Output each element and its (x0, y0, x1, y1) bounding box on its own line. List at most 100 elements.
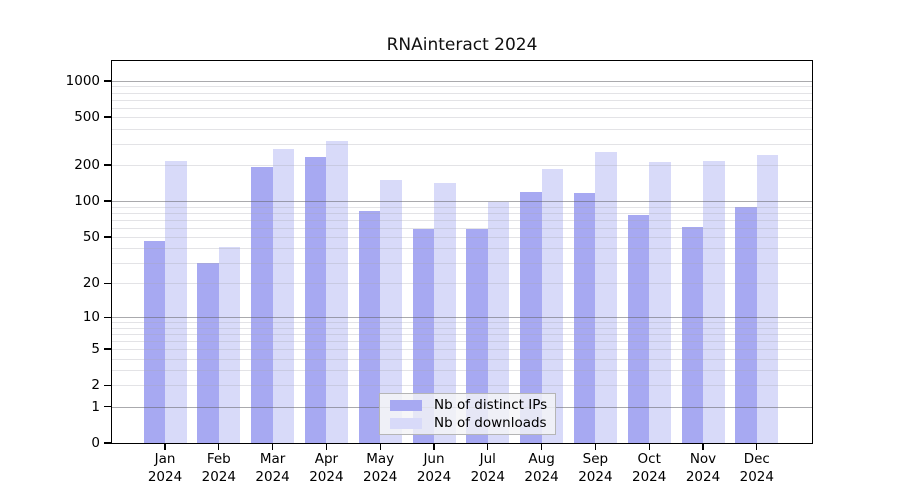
chart-title: RNAinteract 2024 (386, 35, 538, 55)
y-tick-mark (104, 282, 112, 285)
gridline-minor (112, 107, 812, 109)
y-tick-mark (104, 384, 112, 387)
y-tick-label: 100 (74, 193, 100, 210)
y-tick-mark (104, 116, 112, 118)
x-tick-label: Nov 2024 (685, 451, 721, 485)
x-tick-label: Aug 2024 (524, 451, 559, 485)
bar-downloads (434, 182, 456, 443)
x-tick-label: Oct 2024 (632, 451, 667, 485)
gridline-minor (112, 206, 812, 208)
gridline-minor (112, 340, 812, 342)
legend-row-downloads: Nb of downloads (380, 416, 555, 430)
bar-distinct-ips (358, 210, 381, 443)
gridline-minor (112, 86, 812, 88)
y-tick-label: 20 (82, 275, 100, 292)
x-tick-label: Feb 2024 (201, 451, 236, 485)
legend: Nb of distinct IPs Nb of downloads (379, 393, 556, 435)
gridline-major (112, 80, 812, 82)
gridline-minor (112, 262, 812, 264)
gridline-minor (112, 227, 812, 229)
gridline-minor (112, 236, 812, 238)
bar-distinct-ips (735, 206, 757, 443)
bar-downloads (326, 141, 348, 443)
y-tick-label: 0 (91, 435, 100, 451)
legend-label-downloads: Nb of downloads (434, 415, 547, 431)
bar-downloads (380, 179, 402, 443)
legend-swatch-downloads (390, 417, 422, 429)
gridline-minor (112, 165, 812, 166)
y-tick-mark (104, 236, 112, 238)
bar-distinct-ips (197, 262, 219, 443)
gridline-minor (112, 283, 812, 285)
gridline-minor (112, 248, 812, 250)
bar-distinct-ips (251, 167, 273, 443)
bar-distinct-ips (304, 157, 327, 443)
gridline-minor (112, 349, 812, 351)
gridline-minor (112, 327, 812, 329)
gridline-major (112, 317, 812, 319)
x-tick-label: Sep 2024 (578, 451, 613, 485)
gridline-minor (112, 143, 812, 145)
bar-distinct-ips (143, 241, 165, 443)
x-tick-mark (540, 443, 543, 450)
y-tick-mark (104, 442, 112, 444)
y-tick-mark (104, 316, 112, 318)
bar-distinct-ips (466, 229, 488, 443)
bar-downloads (756, 155, 779, 443)
gridline-minor (112, 212, 812, 214)
bar-downloads (541, 169, 564, 443)
bar-downloads (703, 160, 725, 443)
legend-swatch-distinct-ips (390, 399, 422, 411)
x-tick-label: Apr 2024 (309, 451, 344, 485)
x-tick-mark (271, 443, 274, 450)
gridline-minor (112, 322, 812, 324)
y-tick-label: 10 (82, 309, 100, 326)
plot-area (112, 61, 812, 443)
y-tick-label: 1 (91, 398, 100, 415)
gridline-minor (112, 128, 812, 130)
x-tick-label: Mar 2024 (255, 451, 290, 485)
y-tick-label: 500 (74, 109, 100, 126)
gridline-minor (112, 358, 812, 360)
y-tick-mark (104, 80, 112, 82)
x-tick-mark (379, 443, 381, 450)
bar-downloads (272, 149, 295, 443)
bar-distinct-ips (627, 215, 650, 443)
gridline-minor (112, 92, 812, 94)
x-tick-label: Jun 2024 (416, 451, 452, 485)
gridline-minor (112, 370, 812, 372)
x-tick-mark (325, 443, 328, 450)
x-tick-mark (648, 443, 650, 450)
x-tick-mark (218, 443, 220, 450)
y-tick-label: 5 (91, 341, 100, 358)
y-tick-mark (104, 200, 112, 202)
bar-distinct-ips (681, 226, 703, 443)
y-tick-label: 2 (91, 377, 100, 394)
x-tick-mark (756, 443, 758, 450)
legend-row-distinct-ips: Nb of distinct IPs (380, 398, 555, 412)
y-tick-label: 200 (74, 157, 100, 173)
bar-distinct-ips (412, 229, 434, 443)
x-tick-mark (164, 443, 166, 450)
y-tick-label: 50 (82, 228, 100, 245)
x-tick-mark (702, 443, 704, 450)
x-tick-mark (594, 443, 597, 450)
y-tick-mark (104, 405, 112, 408)
bar-downloads (595, 152, 617, 443)
x-tick-label: Jul 2024 (470, 451, 505, 485)
x-tick-mark (433, 443, 435, 450)
gridline-minor (112, 117, 812, 119)
x-tick-label: Dec 2024 (739, 451, 774, 485)
bar-downloads (487, 202, 510, 443)
gridline-minor (112, 385, 812, 387)
legend-label-distinct-ips: Nb of distinct IPs (434, 397, 548, 413)
x-tick-mark (487, 443, 489, 450)
y-tick-label: 1000 (65, 72, 100, 89)
y-tick-mark (104, 164, 112, 166)
gridline-minor (112, 99, 812, 101)
bar-downloads (218, 247, 241, 443)
x-tick-label: May 2024 (363, 451, 398, 485)
bar-downloads (649, 162, 671, 443)
gridline-minor (112, 219, 812, 221)
